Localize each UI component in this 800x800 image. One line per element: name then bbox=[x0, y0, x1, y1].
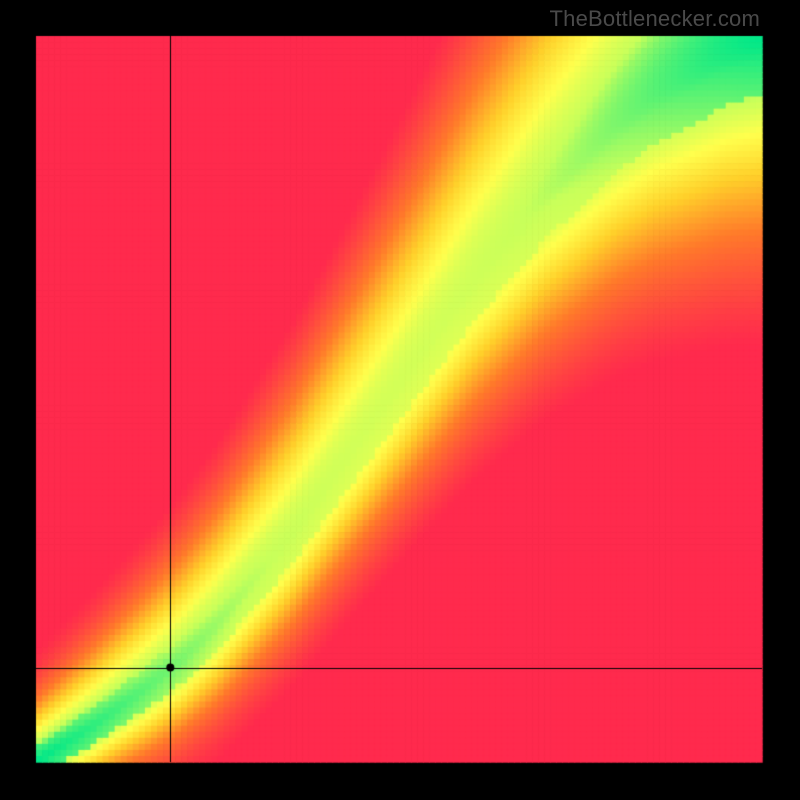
bottleneck-heatmap bbox=[0, 0, 800, 800]
chart-container: TheBottlenecker.com bbox=[0, 0, 800, 800]
watermark-text: TheBottlenecker.com bbox=[550, 6, 760, 32]
